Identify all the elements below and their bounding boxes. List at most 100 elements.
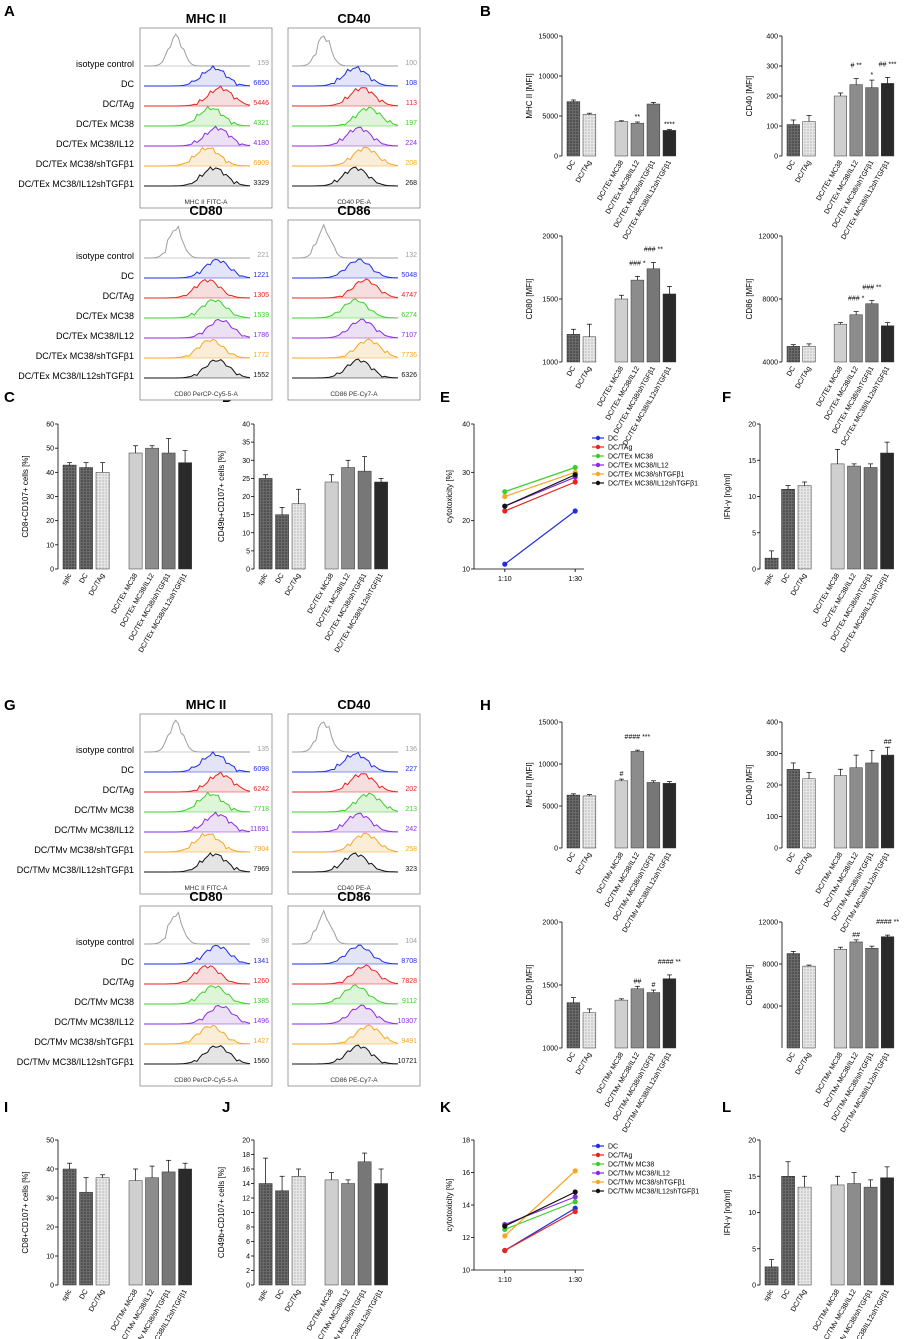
histogram-fill	[292, 259, 398, 278]
y-tick-label: 200	[766, 783, 778, 790]
bar	[865, 87, 879, 157]
row-label: DC/TEx MC38	[76, 311, 134, 321]
significance-label: #### **	[876, 919, 899, 926]
flow-axis-label: MHC II FITC-A	[185, 885, 229, 892]
x-tick-label: splc	[763, 572, 776, 587]
mfi-value: 258	[405, 846, 417, 853]
flow-title: CD80	[189, 889, 222, 904]
y-tick-label: 0	[554, 154, 558, 161]
row-label: DC	[121, 271, 134, 281]
mfi-value: 3329	[253, 180, 269, 187]
bar	[662, 130, 677, 157]
mfi-value: 159	[257, 60, 269, 67]
series-line	[504, 471, 576, 498]
y-axis-label: CD86 [MFI]	[745, 279, 754, 320]
significance-label: ### *	[629, 260, 646, 267]
significance-label: **	[635, 114, 641, 121]
legend-marker	[595, 462, 601, 468]
bar	[128, 452, 143, 570]
histogram-fill	[144, 792, 250, 812]
bar	[849, 84, 863, 157]
y-tick-label: 30	[46, 494, 54, 501]
flow-title: CD86	[337, 203, 370, 218]
bar	[178, 1168, 192, 1286]
histogram-fill	[144, 126, 250, 146]
histogram-fill	[292, 147, 398, 166]
bar	[646, 103, 661, 157]
row-label: DC/TEx MC38/IL12	[56, 331, 134, 341]
mfi-value: 1260	[253, 978, 269, 985]
data-point	[502, 489, 508, 495]
mfi-value: 268	[405, 180, 417, 187]
significance-label: ## ***	[879, 61, 897, 68]
histogram-fill	[292, 1025, 398, 1044]
y-tick-label: 15	[748, 1174, 756, 1181]
bar-chart: 0 2 4 6 8 10 12 14 16 18 20 CD49b+CD107+ cells [%] s…	[217, 1138, 388, 1339]
y-tick-label: 12	[462, 1235, 470, 1242]
y-tick-label: 18	[242, 1152, 250, 1159]
flow-panel: MHC II 159 6650 5446 4321 4180 6909 3329 MHC II …	[139, 11, 273, 209]
y-axis-label: CD80 [MFI]	[525, 279, 534, 320]
y-tick-label: 1000	[542, 1046, 558, 1053]
flow-axis-label: CD80 PerCP-Cy5-5-A	[174, 1077, 238, 1084]
bar	[95, 1177, 110, 1286]
significance-label: *	[871, 72, 874, 79]
x-tick-label: DC/TAg	[575, 851, 593, 876]
legend-marker	[595, 1188, 601, 1194]
bar	[79, 1191, 93, 1286]
y-tick-label: 25	[242, 476, 250, 483]
bar	[161, 1171, 176, 1286]
x-tick-label: DC/TAg	[284, 572, 302, 597]
histogram-fill	[292, 339, 398, 358]
y-tick-label: 2000	[542, 234, 558, 241]
significance-label: ### *	[848, 296, 865, 303]
bar-chart: 0 10 20 30 40 50 CD8+CD107+ cells [%] splc DCDC/…	[21, 1138, 192, 1339]
legend-marker	[595, 480, 601, 486]
bar	[881, 83, 895, 157]
x-tick-label: DC	[786, 852, 797, 864]
mfi-value: 1772	[253, 352, 269, 359]
x-tick-label: 1:10	[498, 576, 512, 583]
row-label: DC/TMv MC38	[74, 805, 134, 815]
x-tick-label: DC/TAg	[575, 1051, 593, 1076]
flow-axis-label: CD86 PE-Cy7-A	[330, 1077, 378, 1084]
series-line	[504, 1201, 576, 1230]
mfi-value: 1539	[253, 312, 269, 319]
legend-marker	[595, 1143, 601, 1149]
legend-label: DC	[608, 1144, 618, 1151]
histogram-fill	[144, 167, 250, 186]
bar	[865, 303, 879, 363]
bar	[865, 948, 879, 1049]
y-axis-label: MHC II [MFI]	[525, 762, 534, 807]
y-tick-label: 16	[462, 1170, 470, 1177]
histogram-fill	[292, 298, 398, 318]
y-tick-label: 12	[242, 1196, 250, 1203]
bar	[833, 323, 848, 363]
bar	[797, 485, 812, 570]
data-point	[502, 503, 508, 509]
mfi-value: 1552	[253, 372, 269, 379]
histogram-fill	[292, 1005, 398, 1024]
y-tick-label: 0	[752, 567, 756, 574]
bar	[849, 314, 863, 363]
panel-letter: A	[4, 3, 15, 20]
bar	[357, 1161, 372, 1286]
mfi-value: 7969	[253, 866, 269, 873]
bar	[62, 464, 77, 570]
legend-label: DC/TEx MC38/shTGFβ1	[608, 472, 684, 479]
y-tick-label: 10	[46, 542, 54, 549]
bar	[630, 122, 645, 157]
significance-label: #	[619, 771, 623, 778]
y-tick-label: 5	[752, 1246, 756, 1253]
bar	[128, 1180, 143, 1286]
bar	[863, 1186, 878, 1286]
significance-label: ### **	[644, 246, 663, 253]
y-tick-label: 30	[462, 470, 470, 477]
y-tick-label: 30	[46, 1196, 54, 1203]
bar	[881, 754, 895, 849]
legend-marker	[595, 453, 601, 459]
data-point	[502, 1233, 508, 1239]
